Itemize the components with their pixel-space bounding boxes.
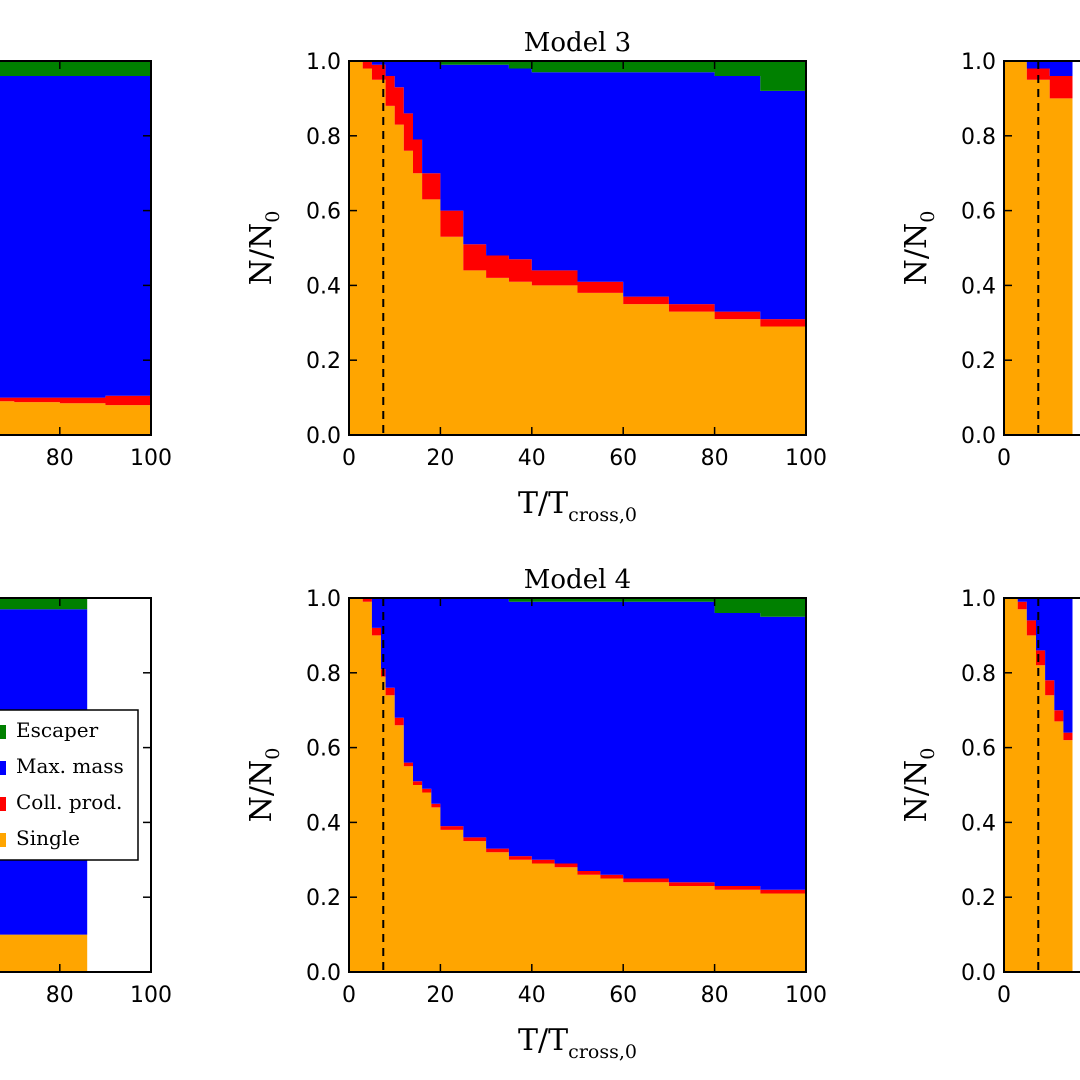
y-tick-label: 1.0 <box>306 587 341 612</box>
y-tick-label: 0.8 <box>961 125 996 150</box>
x-tick-label: 0 <box>997 446 1011 471</box>
x-tick-label: 100 <box>785 983 827 1008</box>
legend-entry: Escaper <box>16 718 99 742</box>
panel-right-top: 00.0 0.2 0.4 0.6 0.8 1.0 N/N0 <box>899 50 1080 471</box>
panel-title: Model 3 <box>524 28 631 58</box>
y-axis-label: N/N0 <box>244 748 284 823</box>
axes-frame <box>1003 60 1080 436</box>
legend-swatch <box>0 725 6 739</box>
plot-area <box>349 61 806 435</box>
area-escaper <box>0 598 88 610</box>
area-max-mass <box>1004 61 1073 84</box>
x-tick-label: 40 <box>518 983 546 1008</box>
y-tick-label: 0.4 <box>306 274 341 299</box>
panel-title: Model 4 <box>524 565 631 595</box>
y-tick-label: 0.4 <box>961 274 996 299</box>
area-max-mass <box>1004 598 1073 744</box>
y-tick-label: 0.4 <box>961 811 996 836</box>
area-max-mass <box>0 76 151 407</box>
legend: Escaper Max. mass Coll. prod. Single <box>0 709 139 861</box>
x-tick-label: 80 <box>701 983 729 1008</box>
x-tick-label: 100 <box>785 446 827 471</box>
area-coll-prod <box>0 395 151 419</box>
y-tick-label: 1.0 <box>306 50 341 75</box>
y-tick-label: 0.4 <box>306 811 341 836</box>
legend-entry: Coll. prod. <box>16 790 122 814</box>
x-tick-label: 60 <box>609 983 637 1008</box>
legend-entry: Single <box>16 826 80 850</box>
x-tick-label: 100 <box>130 446 172 471</box>
area-single <box>349 598 806 972</box>
plot-area <box>349 598 806 972</box>
x-tick-label: 40 <box>518 446 546 471</box>
legend-swatch <box>0 761 6 775</box>
area-escaper <box>0 61 151 76</box>
legend-swatch <box>0 797 6 811</box>
y-tick-label: 0.0 <box>961 961 996 986</box>
y-tick-label: 0.0 <box>306 424 341 449</box>
x-axis-label: T/Tcross,0 <box>518 486 637 526</box>
y-axis-label: N/N0 <box>244 211 284 286</box>
x-tick-label: 60 <box>609 446 637 471</box>
x-tick-label: 80 <box>46 983 74 1008</box>
panel-right-bottom: 00.0 0.2 0.4 0.6 0.8 1.0 N/N0 <box>899 587 1080 1008</box>
x-tick-label: 20 <box>426 446 454 471</box>
y-tick-label: 0.2 <box>306 349 341 374</box>
x-tick-label: 80 <box>701 446 729 471</box>
plot-area <box>0 61 151 435</box>
x-tick-label: 0 <box>342 983 356 1008</box>
y-axis-label: N/N0 <box>899 211 939 286</box>
y-tick-label: 0.6 <box>306 737 341 762</box>
plot-area <box>1004 598 1073 972</box>
plot-area <box>1004 61 1073 435</box>
axes-frame <box>348 597 807 973</box>
y-tick-label: 1.0 <box>961 587 996 612</box>
y-tick-label: 0.2 <box>961 349 996 374</box>
area-escaper <box>349 598 806 617</box>
axes-frame <box>348 60 807 436</box>
x-tick-label: 20 <box>426 983 454 1008</box>
area-single <box>0 401 151 435</box>
y-tick-label: 1.0 <box>961 50 996 75</box>
y-tick-label: 0.6 <box>306 200 341 225</box>
axes-frame <box>0 60 152 436</box>
area-max-mass <box>349 598 806 894</box>
legend-entry: Max. mass <box>16 754 124 778</box>
panel-model-4: 0 20 40 60 80 100 0.0 0.2 0.4 0.6 0.8 1.0 Model 4 T/T… <box>244 565 827 1063</box>
legend-box <box>0 709 139 861</box>
area-escaper <box>349 61 806 91</box>
x-tick-label: 0 <box>997 983 1011 1008</box>
area-coll-prod <box>1004 61 1073 103</box>
area-single <box>0 934 88 972</box>
x-tick-label: 100 <box>130 983 172 1008</box>
x-tick-label: 0 <box>342 446 356 471</box>
y-tick-label: 0.6 <box>961 737 996 762</box>
axes-frame <box>1003 597 1080 973</box>
y-tick-label: 0.2 <box>961 886 996 911</box>
y-tick-label: 0.8 <box>961 662 996 687</box>
area-max-mass <box>349 61 806 327</box>
y-tick-label: 0.2 <box>306 886 341 911</box>
panel-model-3: 0 20 40 60 80 100 0.0 0.2 0.4 0.6 0.8 1.0 Model 3 T/T… <box>244 28 827 526</box>
y-tick-label: 0.0 <box>306 961 341 986</box>
panel-left-top: 80 100 <box>0 60 172 471</box>
y-axis-label: N/N0 <box>899 748 939 823</box>
area-single <box>349 61 806 435</box>
x-tick-label: 80 <box>46 446 74 471</box>
y-tick-label: 0.6 <box>961 200 996 225</box>
y-tick-label: 0.0 <box>961 424 996 449</box>
area-coll-prod <box>1004 598 1073 752</box>
y-tick-label: 0.8 <box>306 125 341 150</box>
legend-swatch <box>0 833 6 847</box>
axes-frame <box>0 597 152 973</box>
y-tick-label: 0.8 <box>306 662 341 687</box>
x-axis-label: T/Tcross,0 <box>518 1023 637 1063</box>
